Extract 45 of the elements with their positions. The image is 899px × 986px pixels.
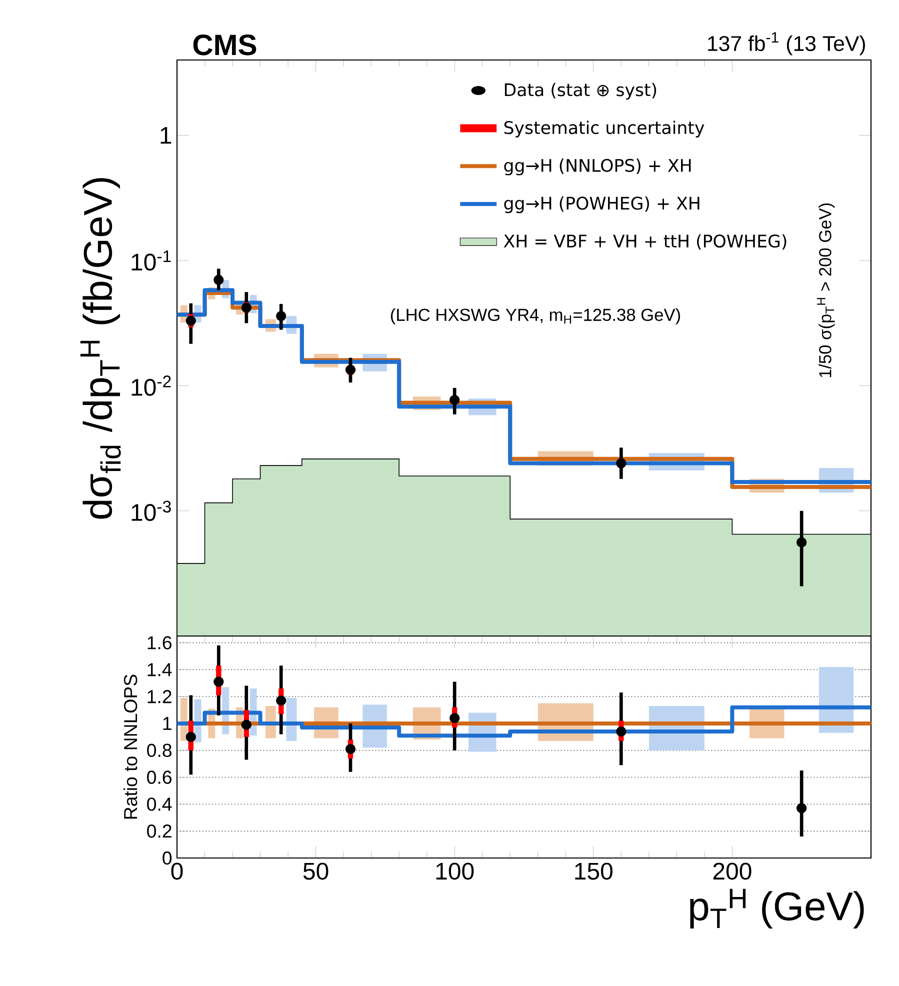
y-tick-label: 0.6: [147, 770, 172, 784]
y-tick-label: 10$^{-1}$: [132, 250, 171, 271]
point: [616, 726, 626, 737]
y-tick-label: 1: [160, 127, 172, 144]
x-tick-label: 150: [575, 862, 612, 880]
point: [214, 676, 224, 687]
point: [616, 458, 626, 468]
x-axis-title: p$_{T}$$^{H}$ (GeV): [690, 888, 864, 928]
point: [276, 696, 286, 706]
y-tick-label: 0.8: [147, 744, 172, 757]
legend-label: XH = VBF + VH + ttH (POWHEG): [504, 234, 786, 250]
annotation: (LHC HXSWG YR4, m$_{H}$=125.38 GeV): [390, 308, 680, 324]
y-tick-label: 1.4: [148, 663, 172, 676]
point: [796, 803, 807, 814]
y-tick-label: 0: [162, 851, 172, 865]
point: [186, 316, 196, 326]
point: [241, 720, 252, 730]
legend-label: gg→H (NNLOPS) + XH: [504, 158, 691, 176]
y-tick-label: 1: [163, 717, 172, 730]
text: 137 fb$^{-1}$ (13 TeV): [708, 32, 865, 56]
legend-label: gg→H (POWHEG) + XH: [504, 196, 700, 214]
x-tick-label: 50: [303, 862, 328, 880]
legend-label: Systematic uncertainty: [504, 120, 704, 138]
chart-title: CMS: [193, 34, 256, 56]
legend-label: Data (stat ⊕ syst): [504, 82, 656, 100]
y-tick-label: 10$^{-2}$: [132, 376, 171, 396]
point: [450, 713, 460, 724]
y-axis-title: dσ$_{fid}$ /dp$_{T}$$^{H}$ (fb/GeV): [80, 178, 121, 519]
y-axis-title: Ratio to NNLOPS: [123, 674, 138, 819]
x-tick-label: 100: [436, 862, 474, 880]
point: [345, 744, 356, 754]
y-tick-label: 1.6: [148, 636, 172, 650]
annotation: 1/50 σ(p$_{T}$$^{H}$ > 200 GeV): [817, 203, 835, 378]
point: [186, 732, 196, 742]
point: [241, 302, 252, 313]
y-tick-label: 0.4: [147, 798, 172, 811]
point: [214, 274, 224, 285]
point: [345, 364, 356, 375]
y-tick-label: 10$^{-3}$: [132, 500, 171, 522]
y-tick-label: 0.2: [147, 824, 172, 838]
point: [450, 394, 460, 405]
y-tick-label: 1.2: [148, 690, 172, 704]
x-tick-label: 200: [713, 862, 752, 880]
point: [276, 311, 286, 322]
point: [796, 537, 807, 548]
